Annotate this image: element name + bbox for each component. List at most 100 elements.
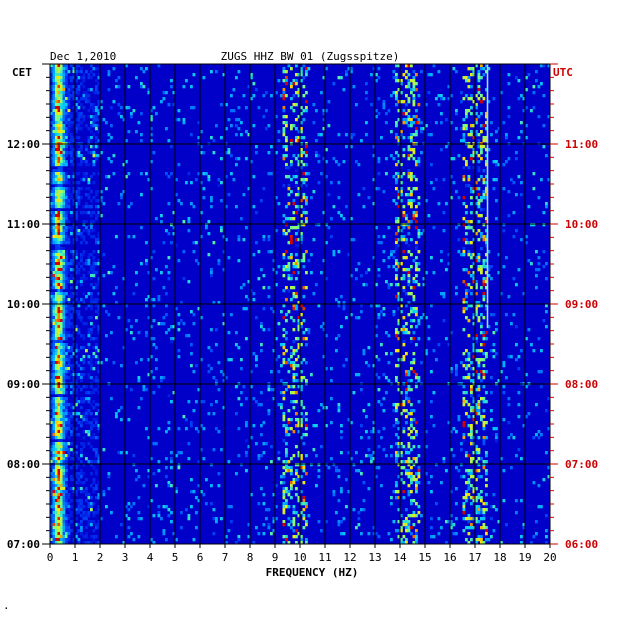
spectrogram-cell — [67, 88, 71, 92]
spectrogram-cell — [545, 409, 548, 413]
spectrogram-cell — [55, 289, 58, 293]
spectrogram-cell — [57, 532, 61, 536]
spectrogram-cell — [477, 406, 481, 410]
spectrogram-cell — [285, 94, 288, 98]
spectrogram-cell — [475, 406, 478, 410]
spectrogram-cell — [397, 463, 401, 467]
spectrogram-cell — [452, 157, 456, 161]
spectrogram-cell — [50, 313, 53, 317]
spectrogram-cell — [465, 238, 468, 242]
spectrogram-cell — [522, 424, 526, 428]
spectrogram-cell — [475, 130, 478, 134]
spectrogram-cell — [80, 451, 83, 455]
spectrogram-cell — [447, 520, 451, 524]
spectrogram-cell — [235, 157, 238, 161]
spectrogram-cell — [472, 400, 476, 404]
spectrogram-cell — [97, 241, 101, 245]
spectrogram-cell — [417, 232, 421, 236]
spectrogram-cell — [200, 145, 203, 149]
spectrogram-cell — [65, 235, 68, 239]
spectrogram-cell — [120, 196, 123, 200]
spectrogram-cell — [395, 172, 398, 176]
spectrogram-cell — [255, 145, 258, 149]
spectrogram-cell — [50, 397, 53, 401]
spectrogram-cell — [230, 520, 233, 524]
spectrogram-cell — [75, 292, 78, 296]
spectrogram-cell — [65, 151, 68, 155]
spectrogram-cell — [52, 541, 56, 545]
spectrogram-cell — [60, 394, 63, 398]
spectrogram-cell — [65, 445, 68, 449]
spectrogram-cell — [95, 451, 98, 455]
spectrogram-cell — [52, 403, 56, 407]
spectrogram-cell — [412, 352, 416, 356]
spectrogram-cell — [55, 79, 58, 83]
spectrogram-cell — [52, 493, 56, 497]
spectrogram-cell — [75, 361, 78, 365]
spectrogram-cell — [72, 67, 76, 71]
spectrogram-cell — [415, 502, 418, 506]
spectrogram-cell — [225, 238, 228, 242]
spectrogram-cell — [295, 277, 298, 281]
spectrogram-cell — [400, 130, 403, 134]
spectrogram-cell — [90, 229, 93, 233]
spectrogram-cell — [412, 76, 416, 80]
spectrogram-cell — [92, 271, 96, 275]
spectrogram-cell — [257, 106, 261, 110]
spectrogram-cell — [527, 73, 531, 77]
spectrogram-cell — [395, 94, 398, 98]
spectrogram-cell — [97, 361, 101, 365]
spectrogram-cell — [407, 472, 411, 476]
spectrogram-cell — [60, 529, 63, 533]
spectrogram-cell — [352, 463, 356, 467]
spectrogram-cell — [97, 190, 101, 194]
spectrogram-cell — [387, 283, 391, 287]
spectrogram-cell — [80, 97, 83, 101]
spectrogram-cell — [362, 352, 366, 356]
spectrogram-cell — [462, 424, 466, 428]
spectrogram-cell — [407, 82, 411, 86]
spectrogram-cell — [415, 205, 418, 209]
spectrogram-cell — [60, 154, 63, 158]
spectrogram-cell — [60, 100, 63, 104]
spectrogram-cell — [90, 427, 93, 431]
spectrogram-cell — [292, 376, 296, 380]
spectrogram-cell — [60, 127, 63, 131]
spectrogram-cell — [362, 499, 366, 503]
spectrogram-cell — [300, 538, 303, 542]
spectrogram-cell — [305, 412, 308, 416]
spectrogram-cell — [70, 259, 73, 263]
spectrogram-cell — [377, 274, 381, 278]
spectrogram-cell — [282, 424, 286, 428]
spectrogram-cell — [282, 502, 286, 506]
spectrogram-cell — [60, 313, 63, 317]
spectrogram-cell — [52, 124, 56, 128]
spectrogram-cell — [77, 301, 81, 305]
spectrogram-cell — [302, 514, 306, 518]
spectrogram-cell — [107, 133, 111, 137]
spectrogram-cell — [475, 280, 478, 284]
spectrogram-cell — [280, 343, 283, 347]
spectrogram-cell — [60, 184, 63, 188]
spectrogram-cell — [277, 370, 281, 374]
spectrogram-cell — [67, 316, 71, 320]
spectrogram-cell — [405, 451, 408, 455]
spectrogram-cell — [480, 64, 483, 68]
spectrogram-cell — [165, 475, 168, 479]
spectrogram-cell — [325, 424, 328, 428]
spectrogram-cell — [515, 229, 518, 233]
spectrogram-cell — [352, 133, 356, 137]
spectrogram-cell — [67, 361, 71, 365]
spectrogram-cell — [62, 331, 66, 335]
spectrogram-cell — [62, 463, 66, 467]
spectrogram-cell — [290, 352, 293, 356]
spectrogram-cell — [52, 241, 56, 245]
spectrogram-cell — [112, 172, 116, 176]
spectrogram-cell — [72, 175, 76, 179]
spectrogram-cell — [412, 511, 416, 515]
spectrogram-cell — [170, 145, 173, 149]
spectrogram-cell — [57, 376, 61, 380]
spectrogram-cell — [95, 454, 98, 458]
spectrogram-cell — [115, 286, 118, 290]
spectrogram-cell — [285, 454, 288, 458]
